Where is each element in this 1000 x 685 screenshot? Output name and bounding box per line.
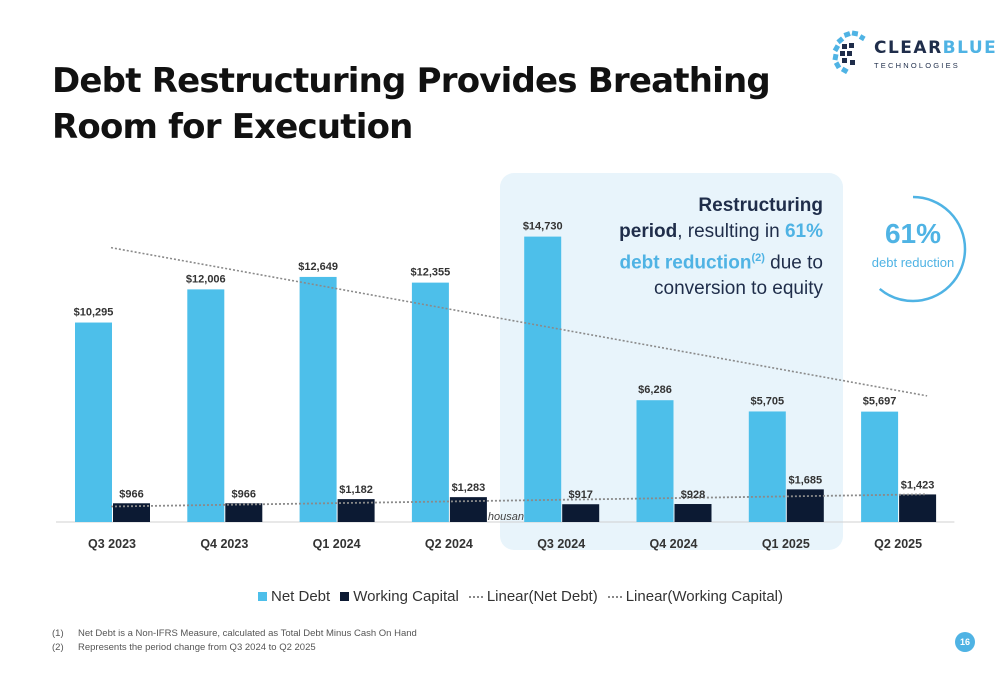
- net-debt-bar: [524, 236, 562, 522]
- callout-line-1: Restructuring: [698, 195, 823, 216]
- net-debt-bar: [75, 322, 112, 522]
- category-tick-label: Q2 2024: [425, 537, 473, 551]
- net-debt-bar: [861, 411, 899, 522]
- footnote-text: Net Debt is a Non-IFRS Measure, calculat…: [78, 628, 417, 639]
- chart-legend: Net Debt Working Capital Linear(Net Debt…: [258, 588, 793, 605]
- working-capital-bar: [786, 489, 824, 522]
- net-debt-value-label: $14,730: [523, 221, 563, 233]
- footnote-text: Represents the period change from Q3 202…: [78, 642, 316, 653]
- legend-working-capital: Working Capital: [340, 588, 459, 605]
- net-debt-value-label: $6,286: [638, 384, 672, 396]
- legend-net-debt-label: Net Debt: [271, 588, 331, 605]
- legend-working-capital-label: Working Capital: [353, 588, 459, 605]
- logo-word-clear: CLEAR: [874, 38, 943, 58]
- logo-subtitle: TECHNOLOGIES: [874, 61, 960, 70]
- category-tick-label: Q1 2025: [762, 537, 810, 551]
- net-debt-value-label: $10,295: [74, 307, 114, 319]
- category-tick-label: Q2 2025: [874, 537, 922, 551]
- working-capital-bar: [225, 503, 263, 522]
- working-capital-value-label: $928: [681, 489, 705, 501]
- ring-percentage: 61%: [884, 218, 942, 249]
- dotted-line-icon: [468, 595, 483, 598]
- callout-due-to: due to: [764, 252, 823, 274]
- net-debt-bar: [187, 289, 225, 522]
- page-title: Debt Restructuring Provides Breathing Ro…: [52, 58, 772, 150]
- footnote: (1) Net Debt is a Non-IFRS Measure, calc…: [52, 627, 417, 641]
- dotted-line-icon: [607, 595, 622, 598]
- ring-label: debt reduction: [871, 255, 955, 270]
- working-capital-bar: [674, 504, 712, 522]
- working-capital-value-label: $1,423: [901, 479, 935, 491]
- callout-debt-reduction: debt reduction: [619, 252, 752, 274]
- legend-linear-net-debt: Linear(Net Debt): [468, 588, 598, 605]
- logo-mark-icon: [832, 30, 866, 75]
- page-number: 16: [955, 632, 975, 652]
- net-debt-value-label: $12,649: [298, 261, 338, 273]
- category-tick-label: Q1 2024: [313, 537, 361, 551]
- legend-linear-working-capital: Linear(Working Capital): [607, 588, 783, 605]
- legend-linear-net-debt-label: Linear(Net Debt): [486, 588, 598, 605]
- net-debt-value-label: $5,697: [863, 396, 897, 408]
- legend-net-debt: Net Debt: [258, 588, 330, 605]
- callout-resulting: , resulting in: [677, 221, 785, 242]
- callout-footnote-ref: (2): [751, 252, 765, 264]
- net-debt-bar: [636, 400, 674, 522]
- net-debt-bar: [748, 411, 786, 522]
- category-tick-label: Q3 2024: [537, 537, 585, 551]
- working-capital-value-label: $1,182: [339, 484, 373, 496]
- working-capital-swatch-icon: [340, 592, 350, 601]
- net-debt-value-label: $12,355: [411, 267, 451, 279]
- restructuring-callout: Restructuring period, resulting in 61% d…: [585, 193, 823, 302]
- category-tick-label: Q3 2023: [88, 537, 136, 551]
- callout-line-4: conversion to equity: [654, 278, 823, 300]
- logo-wordmark: CLEARBLUE: [874, 38, 997, 58]
- category-tick-label: Q4 2024: [650, 537, 698, 551]
- callout-pct: 61%: [784, 221, 823, 242]
- footnote-number: (2): [52, 642, 64, 653]
- working-capital-bar: [337, 499, 375, 522]
- working-capital-bar: [899, 494, 937, 522]
- working-capital-value-label: $1,283: [452, 482, 486, 494]
- working-capital-bar: [113, 503, 150, 522]
- category-tick-label: Q4 2023: [200, 537, 248, 551]
- working-capital-value-label: $966: [232, 488, 256, 500]
- reduction-ring-icon: [859, 195, 967, 303]
- working-capital-value-label: $966: [119, 488, 143, 500]
- net-debt-value-label: $5,705: [750, 395, 784, 407]
- legend-linear-working-capital-label: Linear(Working Capital): [625, 588, 783, 605]
- title-line-2: Room for Execution: [52, 107, 413, 147]
- working-capital-value-label: $917: [568, 489, 592, 501]
- axis-fragment-label: housan: [488, 511, 524, 523]
- net-debt-bar: [411, 282, 449, 522]
- footnotes: (1) Net Debt is a Non-IFRS Measure, calc…: [52, 627, 417, 655]
- callout-period: period: [619, 221, 678, 242]
- company-logo: CLEARBLUE TECHNOLOGIES: [830, 30, 996, 80]
- footnote: (2) Represents the period change from Q3…: [52, 641, 417, 655]
- working-capital-bar: [562, 504, 600, 522]
- footnote-number: (1): [52, 628, 64, 639]
- net-debt-value-label: $12,006: [186, 273, 226, 285]
- logo-word-blue: BLUE: [942, 38, 998, 58]
- net-debt-swatch-icon: [258, 592, 267, 601]
- net-debt-bar: [299, 276, 337, 522]
- working-capital-value-label: $1,685: [788, 474, 822, 486]
- working-capital-trendline: [110, 493, 928, 508]
- title-line-1: Debt Restructuring Provides Breathing: [52, 61, 771, 101]
